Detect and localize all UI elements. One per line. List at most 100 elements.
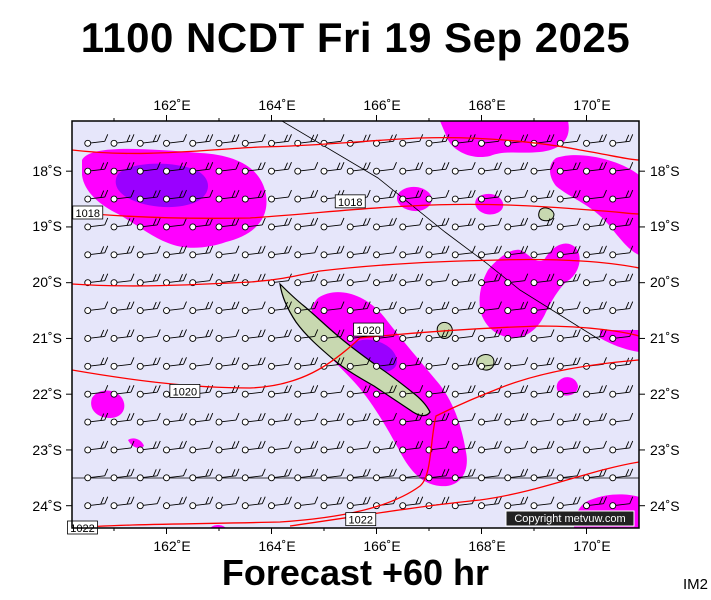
wind-barb <box>84 273 109 287</box>
wind-barb <box>346 301 371 315</box>
wind-barb <box>425 357 450 370</box>
wind-barb <box>373 162 397 175</box>
wind-barb <box>451 440 476 454</box>
wind-barb <box>399 412 424 426</box>
wind-barb <box>241 189 266 203</box>
wind-barb <box>609 385 634 398</box>
wind-barb <box>294 329 319 342</box>
wind-barb <box>399 245 424 259</box>
wind-barb <box>215 468 240 482</box>
wind-barb <box>399 134 424 147</box>
wind-barb <box>163 468 187 482</box>
lon-label-top-162: 162˚E <box>153 97 190 113</box>
wind-barb <box>346 273 371 287</box>
wind-barb <box>504 245 529 259</box>
wind-barb <box>609 496 634 510</box>
wind-barb <box>556 217 581 231</box>
rain-area-mid-se <box>600 330 639 352</box>
wind-barb <box>451 385 476 398</box>
wind-barb <box>241 162 266 175</box>
isobar-label-text: 1018 <box>338 197 362 209</box>
wind-barb <box>294 468 319 482</box>
wind-barb <box>451 412 476 426</box>
wind-barb <box>268 329 292 342</box>
wind-barb <box>530 329 555 342</box>
wind-barb <box>504 217 529 231</box>
wind-barb <box>84 217 109 231</box>
wind-barb <box>215 217 240 231</box>
wind-barb <box>346 412 371 426</box>
lon-label-bottom-162: 162˚E <box>153 538 190 554</box>
wind-barb <box>346 496 371 510</box>
axis-ticks <box>66 115 645 534</box>
wind-barb <box>215 385 240 398</box>
wind-barb <box>294 385 319 398</box>
wind-barb <box>504 412 529 426</box>
wind-barb <box>373 412 397 426</box>
wind-barb <box>136 134 161 147</box>
wind-barb <box>215 412 240 426</box>
wind-barb <box>609 217 634 231</box>
wind-barb <box>425 245 450 259</box>
wind-barb <box>373 385 397 398</box>
wind-barb <box>478 412 502 426</box>
lat-label-right-19: 19˚S <box>650 218 680 234</box>
wind-barb <box>504 357 529 370</box>
wind-barb <box>399 217 424 231</box>
wind-barb <box>373 245 397 259</box>
wind-barb <box>609 162 634 175</box>
wind-barb <box>110 162 135 175</box>
wind-barb <box>189 189 214 203</box>
wind-barb <box>346 162 371 175</box>
isobar-1022 <box>72 359 639 528</box>
wind-barb <box>583 440 607 454</box>
wind-barb <box>84 357 109 370</box>
wind-barb <box>215 357 240 370</box>
wind-barb <box>478 440 502 454</box>
wind-barb <box>241 468 266 482</box>
wind-barb <box>241 301 266 315</box>
wind-barb <box>110 440 135 454</box>
wind-barb <box>583 273 607 287</box>
wind-barb <box>504 134 529 147</box>
wind-barb <box>346 468 371 482</box>
wind-barb <box>136 162 161 175</box>
wind-barb <box>189 245 214 259</box>
wind-barb <box>294 273 319 287</box>
wind-barb <box>84 385 109 398</box>
wind-barb <box>478 496 502 510</box>
isobar-layer <box>72 136 639 528</box>
wind-barb <box>189 496 214 510</box>
wind-barb <box>320 412 345 426</box>
lon-label-bottom-166: 166˚E <box>363 538 400 554</box>
wind-barb <box>556 385 581 398</box>
map-frame <box>71 120 640 529</box>
isobar-label-text: 1022 <box>349 515 373 527</box>
isobar-label-text: 1020 <box>356 325 380 337</box>
land-new-caledonia <box>279 282 431 417</box>
wind-barb <box>163 412 187 426</box>
wind-barb <box>478 245 502 259</box>
wind-barb <box>556 329 581 342</box>
wind-barb <box>399 357 424 370</box>
wind-barb <box>163 134 187 147</box>
lon-labels-top: 162˚E 164˚E 166˚E 168˚E 170˚E <box>153 97 610 113</box>
wind-barb <box>110 357 135 370</box>
wind-barb <box>110 468 135 482</box>
wind-barb <box>478 162 502 175</box>
land-mare <box>538 207 555 222</box>
isobar-label-text: 1020 <box>173 386 197 398</box>
wind-barb <box>451 189 476 203</box>
wind-barb <box>346 217 371 231</box>
wind-barb <box>136 468 161 482</box>
wind-barb <box>268 357 292 370</box>
wind-barb <box>530 245 555 259</box>
lat-label-left-22: 22˚S <box>32 386 62 402</box>
wind-barb <box>556 273 581 287</box>
wind-barb <box>294 301 319 315</box>
wind-barb <box>504 273 529 287</box>
wind-barb <box>373 468 397 482</box>
wind-barb <box>504 385 529 398</box>
lat-label-right-18: 18˚S <box>650 163 680 179</box>
wind-barb <box>215 301 240 315</box>
